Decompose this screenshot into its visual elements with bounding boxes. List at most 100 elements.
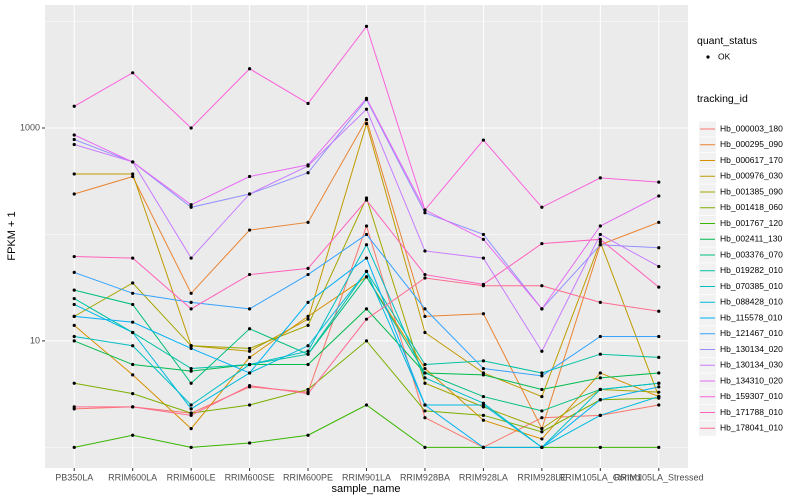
y-tick-label: 10 [30,335,40,345]
data-point [306,391,310,396]
data-point [423,366,427,371]
data-point [364,24,369,29]
legend-label: Hb_159307_010 [720,391,783,401]
data-point [306,101,310,106]
data-point [131,405,135,409]
data-point [72,302,76,307]
data-point [72,142,76,147]
data-point [423,445,427,449]
data-point [481,366,486,371]
data-point [657,403,661,407]
data-point [364,96,369,100]
data-point [306,163,310,167]
data-point [72,192,76,196]
x-tick-label: RRIM928LE [517,472,566,482]
data-point [598,224,602,228]
data-point [481,312,486,316]
data-point [72,137,76,142]
data-point [364,339,369,343]
data-point [540,427,544,431]
data-point [540,430,544,434]
legend-label: Hb_000295_090 [720,139,783,149]
data-point [189,407,193,411]
data-point [481,403,486,407]
data-point [131,174,135,179]
data-point [364,232,369,237]
data-point [131,320,135,324]
data-point [657,390,661,394]
data-point [657,371,661,375]
data-point [657,180,661,184]
x-tick-label: RRIM928BA [400,472,450,482]
y-tick-label: 1000 [20,122,40,132]
legend-label: Hb_002411_130 [720,234,783,244]
data-point [598,352,602,356]
data-point [423,371,427,375]
data-point [657,194,661,198]
data-point [247,307,252,311]
data-point [189,445,193,449]
data-point [306,344,310,348]
data-point [540,242,544,246]
data-point [481,373,486,377]
data-point [306,352,310,356]
y-axis-title: FPKM + 1 [6,211,18,260]
legend-label: Hb_003376_070 [720,249,783,259]
data-point [131,373,135,377]
data-point [131,172,135,176]
data-point [247,174,252,179]
legend-label: Hb_001767_120 [720,218,783,228]
data-point [247,67,252,71]
data-point [189,403,193,407]
data-point [481,359,486,363]
data-point [364,275,369,279]
legend-label: Hb_000976_030 [720,171,783,181]
data-point [540,284,544,288]
data-point [540,416,544,420]
data-point [189,291,193,295]
legend-label: Hb_000617_170 [720,155,783,165]
data-point [423,409,427,413]
data-point [247,355,252,359]
legend-label: Hb_178041_010 [720,423,783,433]
data-point [72,254,76,259]
data-point [189,381,193,385]
data-point [657,445,661,449]
data-point [540,387,544,392]
legend-title: tracking_id [697,93,748,105]
data-point [598,334,602,339]
data-point [598,176,602,180]
legend-label: Hb_088428_010 [720,297,783,307]
data-point [189,366,193,371]
data-point [540,205,544,209]
legend-label: Hb_130134_030 [720,360,783,370]
data-point [598,445,602,449]
data-point [189,300,193,305]
data-point [189,411,193,415]
data-point [540,409,544,413]
data-point [189,307,193,311]
data-point [189,256,193,260]
data-point [481,413,486,417]
legend-label: Hb_070385_010 [720,281,783,291]
data-point [364,307,369,311]
data-point [423,307,427,311]
data-point [423,381,427,385]
data-point [364,198,369,202]
data-point [189,344,193,348]
data-point [540,371,544,375]
legend-title: quant_status [697,35,757,47]
data-point [72,405,76,409]
data-point [657,355,661,359]
data-point [423,403,427,407]
data-point [423,276,427,280]
data-point [247,346,252,351]
legend-label: OK [718,51,731,61]
data-point [364,224,369,228]
data-point [481,445,486,449]
data-point [189,126,193,130]
data-point [247,327,252,331]
data-point [306,266,310,270]
data-point [540,394,544,399]
